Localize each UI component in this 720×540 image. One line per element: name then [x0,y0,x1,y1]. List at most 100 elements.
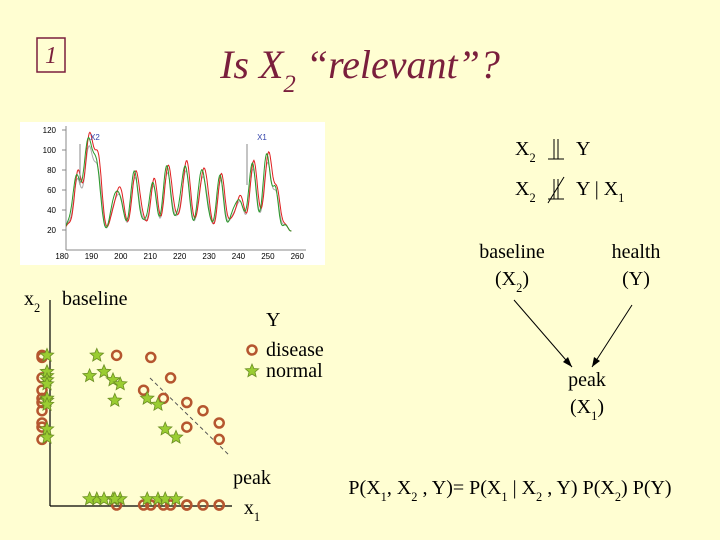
text-part: (X [570,396,592,418]
normal-point [107,490,123,506]
node-symbol: (X1) [570,396,604,423]
normal-point [150,396,166,412]
subscript: 1 [501,490,507,504]
text-part: , Y) P(X [542,477,615,499]
statement-left: X2 [515,138,536,165]
text-part: x [244,497,254,519]
x-axis-name: peak [233,467,271,489]
disease-point [164,372,177,384]
disease-point [36,404,48,417]
arrow [591,304,633,368]
y-tick-label: 80 [47,166,56,175]
subscript: 2 [529,151,535,165]
text-part: Y | X [576,178,619,200]
subscript: 2 [536,490,542,504]
text-part: P(X [348,477,381,499]
text-part: ) P(Y) [621,477,672,499]
text-part: (Y) [622,268,650,290]
normal-point [89,347,105,362]
statement-left: X2 [515,178,536,205]
normal-point [107,392,123,407]
normal-point [39,376,55,391]
slide-number: 1 [45,43,57,69]
x-tick-label: 250 [261,252,275,261]
slide-number-box [36,37,66,73]
normal-point [96,363,112,379]
subscript: 2 [615,490,621,504]
statement-right: Y [576,138,590,160]
y-tick-label: 60 [47,186,56,195]
arrowhead [563,357,572,367]
text-part: , X [387,477,412,499]
spectrum-curve [66,136,292,232]
normal-point [39,429,55,444]
formula: P(X1, X2 , Y)= P(X1 | X2 , Y) P(X2) P(Y) [348,477,671,504]
peak-label: X2 [90,133,100,142]
text-part: X [515,138,530,160]
x-tick-label: 260 [291,252,305,261]
y-tick-label: 100 [43,146,57,155]
disease-point [197,499,209,511]
node-symbol: (X2) [495,268,529,295]
subscript: 1 [254,510,260,524]
text-part: , Y)= P(X [418,477,502,499]
subscript: 2 [529,191,535,205]
statement-right: Y | X1 [576,178,624,205]
subscript: 1 [591,409,597,423]
x-tick-label: 220 [173,252,187,261]
legend-title: Y [266,309,280,331]
x-tick-label: 180 [55,252,69,261]
y-tick-label: 120 [43,126,57,135]
normal-point [139,390,155,405]
disease-point [110,349,123,362]
text-part: Y [576,138,590,160]
x-tick-label: 230 [202,252,216,261]
x-tick-label: 240 [232,252,246,261]
text-part: | X [508,477,537,499]
text-part: (X [495,268,517,290]
arrowhead [592,357,600,367]
spectrum: 120 100 80 60 40 20 180 190 200 210 220 230 240 250 26… [43,126,306,261]
node-symbol: (Y) [622,268,650,290]
x-tick-label: 200 [114,252,128,261]
y-axis-label: x2 [24,288,40,315]
normal-point [112,376,128,391]
y-tick-label: 40 [47,206,56,215]
subscript: 2 [516,281,522,295]
subscript: 2 [283,71,295,98]
normal-point [168,429,184,444]
text-part: X [515,178,530,200]
normal-point [39,396,55,412]
node-name: health [612,241,661,263]
text-part: ) [597,396,604,418]
x-tick-label: 190 [85,252,99,261]
normal-point [81,490,98,506]
subscript: 1 [381,490,387,504]
text-part: ) [522,268,529,290]
disease-point [137,499,150,511]
node-name: baseline [479,241,545,263]
disease-point [181,421,193,433]
disease-point [181,396,193,409]
text-part: x [24,288,34,310]
title: Is X2 “relevant”? [219,42,500,98]
y-axis-name: baseline [62,288,128,310]
peak-label: X1 [257,133,267,142]
disease-point [213,433,225,446]
normal-point [39,347,55,362]
node-name: peak [568,369,606,391]
normal-point [168,490,184,506]
disease-point [197,404,209,417]
subscript: 2 [34,301,40,315]
negation-slash [547,176,565,204]
disease-point [145,499,157,511]
subscript: 2 [411,490,417,504]
spectrum-curve [66,131,292,232]
disease-point [145,351,157,364]
legend-label: disease [266,339,324,361]
disease-point [181,499,193,511]
disease-point [164,499,177,511]
arrow [513,299,573,368]
x-tick-label: 210 [144,252,158,261]
